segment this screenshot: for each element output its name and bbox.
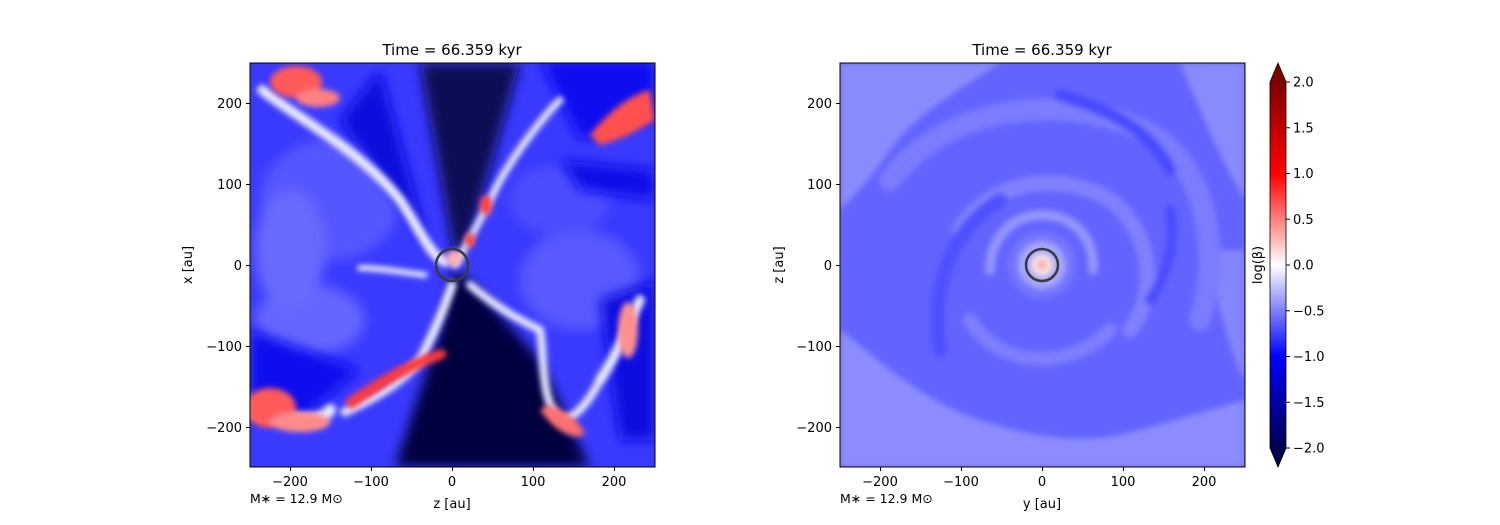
colorbar-tick-label: −1.5 xyxy=(1293,396,1325,411)
panel-right-heatmap xyxy=(840,63,1245,467)
panel-right-title: Time = 66.359 kyr xyxy=(971,41,1112,59)
colorbar-extend-bottom xyxy=(1270,448,1286,467)
colorbar-ticks: 2.0 1.5 1.0 0.5 0.0 −0.5 −1.0 −1.5 −2.0 xyxy=(1286,76,1325,457)
colorbar-tick-label: 1.0 xyxy=(1293,167,1314,182)
panel-left: Time = 66.359 kyr xyxy=(181,41,656,512)
panel-right-xtick-label: 0 xyxy=(1038,475,1046,490)
panel-right-yaxis: 200 100 0 −100 −200 z [au] xyxy=(772,97,840,436)
panel-right-mass-annotation: M∗ = 12.9 M⊙ xyxy=(840,491,933,506)
panel-left-xlabel: z [au] xyxy=(433,497,470,512)
colorbar-tick-label: −1.0 xyxy=(1293,350,1325,365)
panel-left-xtick-label: 200 xyxy=(602,475,627,490)
panel-right-xtick-label: 200 xyxy=(1192,475,1217,490)
panel-left-heatmap xyxy=(250,63,655,467)
colorbar: 2.0 1.5 1.0 0.5 0.0 −0.5 −1.0 −1.5 −2.0 log(β) xyxy=(1251,61,1325,469)
panel-left-mass-annotation: M∗ = 12.9 M⊙ xyxy=(250,491,343,506)
panel-right-sink-marker xyxy=(1024,247,1060,283)
panel-right-ytick-label: −100 xyxy=(796,340,832,355)
panel-right-xtick-label: −200 xyxy=(862,475,898,490)
colorbar-tick-label: 2.0 xyxy=(1293,76,1314,91)
panel-left-sink-marker xyxy=(434,247,470,283)
panel-left-ytick-label: −200 xyxy=(206,421,242,436)
colorbar-label: log(β) xyxy=(1251,246,1266,284)
panel-left-ytick-label: 100 xyxy=(217,178,242,193)
panel-right-ytick-label: 0 xyxy=(824,259,832,274)
panel-left-yaxis: 200 100 0 −100 −200 x [au] xyxy=(181,97,250,436)
panel-right-xtick-label: 100 xyxy=(1111,475,1136,490)
panel-left-xtick-label: 100 xyxy=(521,475,546,490)
colorbar-gradient xyxy=(1270,82,1286,448)
panel-right-ytick-label: 200 xyxy=(807,97,832,112)
colorbar-tick-label: 0.0 xyxy=(1293,259,1314,274)
panel-left-ytick-label: −100 xyxy=(206,340,242,355)
panel-right-xlabel: y [au] xyxy=(1023,497,1061,512)
panel-right-ytick-label: −200 xyxy=(796,421,832,436)
colorbar-tick-label: 0.5 xyxy=(1293,213,1314,228)
panel-right-ylabel: z [au] xyxy=(772,246,787,283)
panel-left-title: Time = 66.359 kyr xyxy=(381,41,522,59)
panel-left-xtick-label: −200 xyxy=(272,475,308,490)
colorbar-tick-label: −2.0 xyxy=(1293,442,1325,457)
panel-left-ylabel: x [au] xyxy=(181,246,196,284)
panel-right-ytick-label: 100 xyxy=(807,178,832,193)
colorbar-tick-label: −0.5 xyxy=(1293,304,1325,319)
panel-right-xaxis: −200 −100 0 100 200 y [au] xyxy=(862,467,1216,512)
panel-left-xtick-label: −100 xyxy=(353,475,389,490)
panel-right: Time = 66.359 kyr xyxy=(772,41,1246,512)
panel-left-ytick-label: 0 xyxy=(234,259,242,274)
colorbar-extend-top xyxy=(1270,63,1286,82)
panel-left-xaxis: −200 −100 0 100 200 z [au] xyxy=(272,467,626,512)
panel-left-ytick-label: 200 xyxy=(217,97,242,112)
panel-right-xtick-label: −100 xyxy=(943,475,979,490)
panel-left-xtick-label: 0 xyxy=(448,475,456,490)
colorbar-tick-label: 1.5 xyxy=(1293,121,1314,136)
